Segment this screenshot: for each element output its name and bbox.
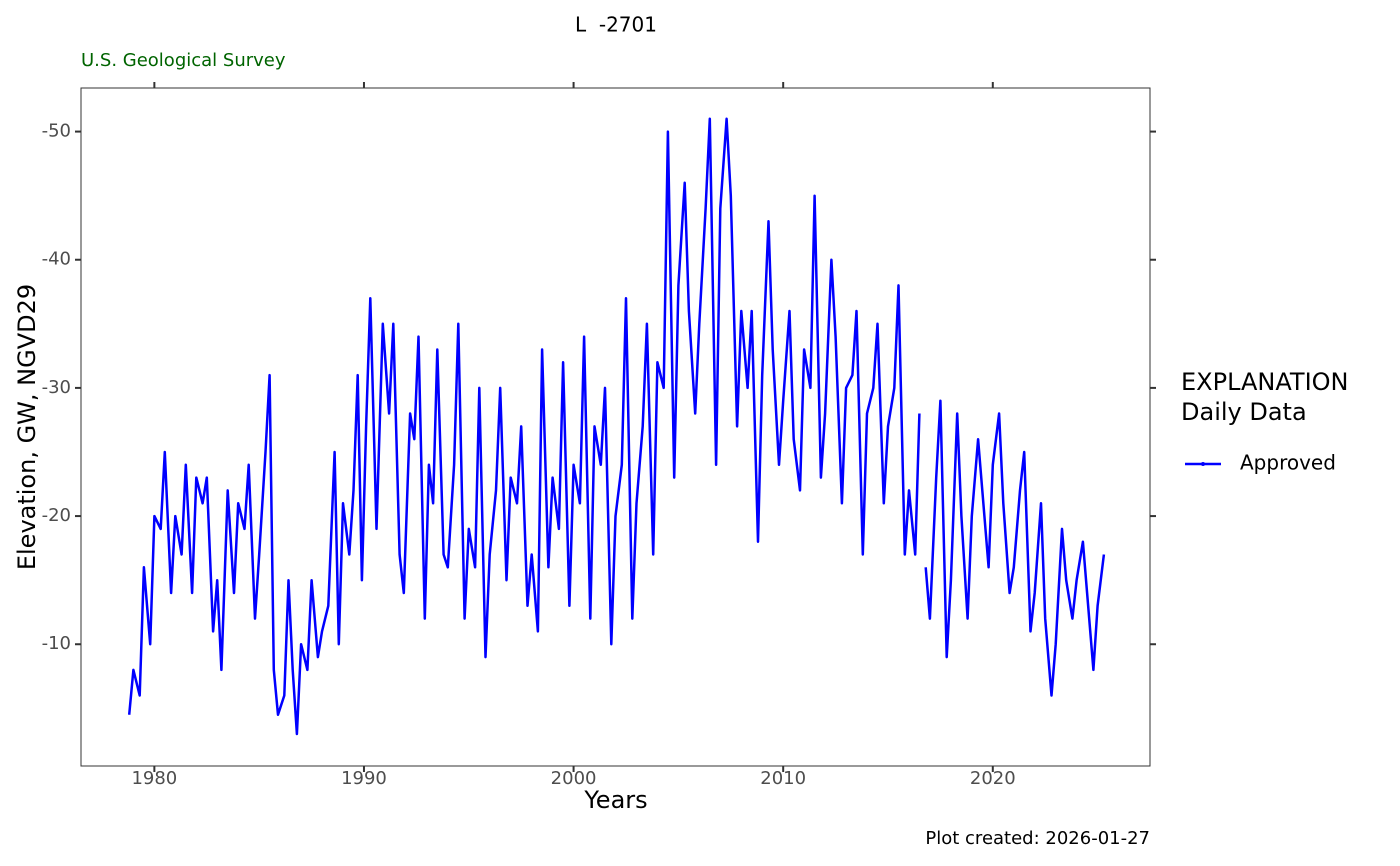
y-tick-label: -50 bbox=[42, 121, 71, 142]
x-axis-title: Years bbox=[583, 786, 647, 814]
y-tick-label: -20 bbox=[42, 505, 71, 526]
x-tick-label: 2020 bbox=[970, 768, 1016, 789]
legend-label: Approved bbox=[1240, 451, 1336, 475]
data-line bbox=[127, 117, 1106, 736]
y-axis-title: Elevation, GW, NGVD29 bbox=[13, 284, 41, 570]
y-tick-label: -30 bbox=[42, 377, 71, 398]
x-tick-label: 2010 bbox=[760, 768, 806, 789]
chart-title: L -2701 bbox=[575, 13, 657, 37]
x-tick-label: 2000 bbox=[551, 768, 597, 789]
chart-subtitle: U.S. Geological Survey bbox=[81, 50, 286, 71]
plot-frame bbox=[80, 87, 1151, 767]
x-tick-label: 1980 bbox=[131, 768, 177, 789]
y-tick-label: -40 bbox=[42, 249, 71, 270]
legend-dot bbox=[1201, 462, 1205, 466]
x-tick-label: 1990 bbox=[341, 768, 387, 789]
caption: Plot created: 2026-01-27 bbox=[925, 828, 1150, 849]
y-tick-label: -10 bbox=[42, 633, 71, 654]
legend-subtitle: Daily Data bbox=[1181, 398, 1307, 426]
legend-title: EXPLANATION bbox=[1181, 368, 1349, 396]
